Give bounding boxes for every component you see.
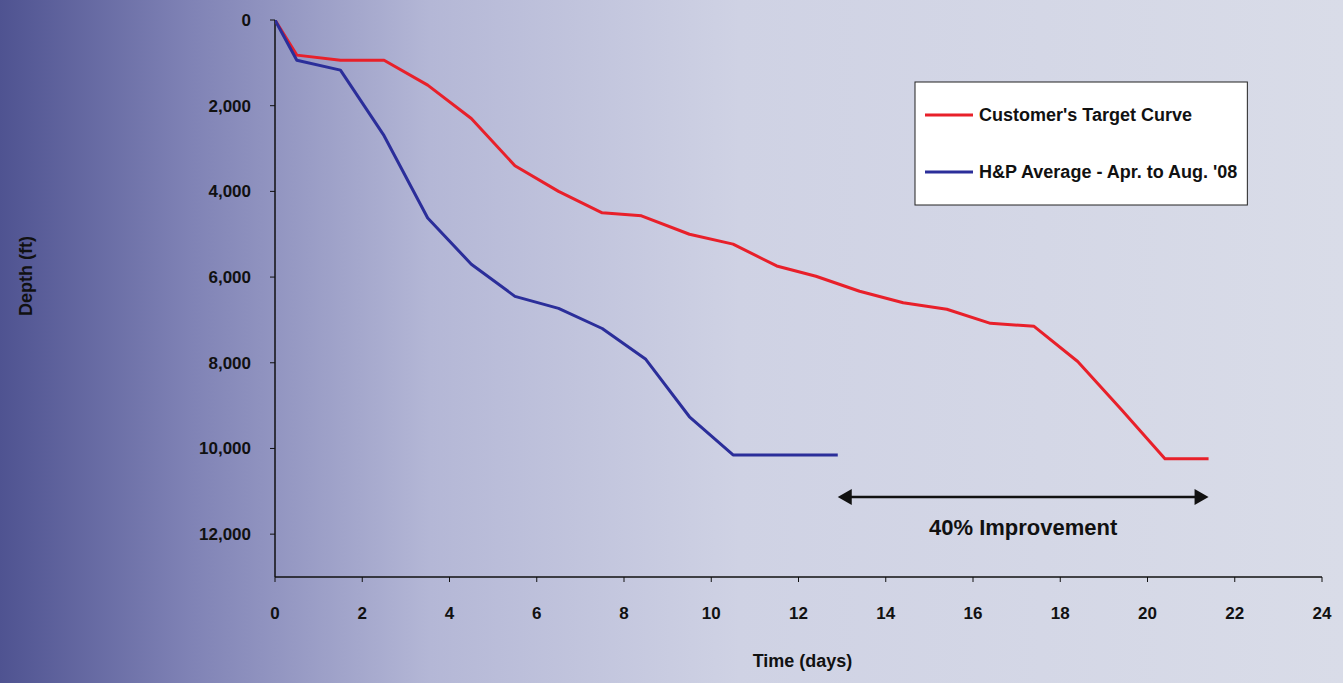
legend-swatch bbox=[925, 171, 973, 174]
y-tick bbox=[270, 277, 275, 278]
annotation-text: 40% Improvement bbox=[929, 515, 1118, 540]
x-tick bbox=[885, 577, 886, 582]
arrow-head bbox=[838, 489, 852, 505]
y-tick-label: 4,000 bbox=[208, 182, 251, 201]
x-tick-label: 16 bbox=[964, 604, 983, 623]
x-tick bbox=[362, 577, 363, 582]
x-tick bbox=[1060, 577, 1061, 582]
y-axis-title: Depth (ft) bbox=[16, 236, 36, 316]
x-tick-label: 20 bbox=[1138, 604, 1157, 623]
y-tick-label: 2,000 bbox=[208, 97, 251, 116]
legend-label: Customer's Target Curve bbox=[979, 105, 1192, 125]
y-tick bbox=[270, 20, 275, 21]
y-tick bbox=[270, 105, 275, 106]
y-tick-label: 0 bbox=[242, 11, 251, 30]
x-tick bbox=[798, 577, 799, 582]
y-tick bbox=[270, 448, 275, 449]
x-tick-label: 0 bbox=[270, 604, 279, 623]
y-tick-label: 6,000 bbox=[208, 268, 251, 287]
x-tick-label: 14 bbox=[876, 604, 895, 623]
x-tick bbox=[536, 577, 537, 582]
y-tick bbox=[270, 191, 275, 192]
series-line bbox=[275, 20, 838, 455]
x-tick bbox=[711, 577, 712, 582]
y-tick bbox=[270, 362, 275, 363]
x-tick-label: 18 bbox=[1051, 604, 1070, 623]
y-tick-label: 10,000 bbox=[199, 439, 251, 458]
x-tick-label: 4 bbox=[445, 604, 455, 623]
x-tick bbox=[973, 577, 974, 582]
x-tick-label: 10 bbox=[702, 604, 721, 623]
x-tick-label: 22 bbox=[1225, 604, 1244, 623]
x-tick-label: 6 bbox=[532, 604, 541, 623]
legend: Customer's Target Curve H&P Average - Apr… bbox=[915, 82, 1247, 205]
arrow-head bbox=[1195, 489, 1209, 505]
x-tick bbox=[1147, 577, 1148, 582]
y-axis bbox=[274, 20, 276, 577]
x-tick bbox=[1322, 577, 1323, 582]
x-tick-label: 12 bbox=[789, 604, 808, 623]
x-tick bbox=[1234, 577, 1235, 582]
x-tick-label: 24 bbox=[1313, 604, 1332, 623]
x-tick bbox=[449, 577, 450, 582]
y-tick-label: 8,000 bbox=[208, 354, 251, 373]
chart: 02,0004,0006,0008,00010,00012,0000246810… bbox=[0, 0, 1343, 683]
y-tick bbox=[270, 534, 275, 535]
legend-label: H&P Average - Apr. to Aug. '08 bbox=[979, 162, 1237, 182]
legend-swatch bbox=[925, 114, 973, 117]
x-tick-label: 8 bbox=[619, 604, 628, 623]
x-tick-label: 2 bbox=[358, 604, 367, 623]
x-axis-title: Time (days) bbox=[753, 651, 853, 671]
annotation-arrow bbox=[846, 496, 1201, 499]
legend-box bbox=[915, 82, 1247, 205]
x-tick bbox=[624, 577, 625, 582]
y-tick-label: 12,000 bbox=[199, 525, 251, 544]
x-tick bbox=[275, 577, 276, 582]
